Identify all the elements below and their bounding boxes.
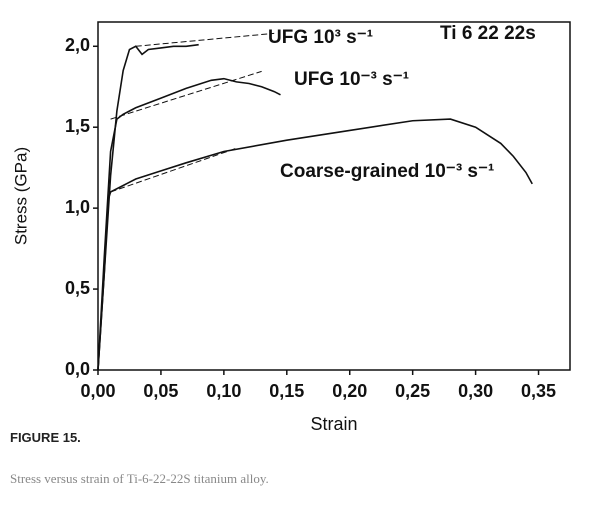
curve — [97, 118, 533, 371]
x-axis-label: Strain — [310, 414, 357, 430]
x-tick-label: 0,25 — [395, 381, 430, 401]
x-tick-label: 0,00 — [80, 381, 115, 401]
curve — [97, 77, 281, 371]
y-tick-label: 2,0 — [65, 35, 90, 55]
annotation: Ti 6 22 22s — [440, 23, 536, 44]
curve-label: UFG 10⁻³ s⁻¹ — [294, 69, 409, 90]
x-tick-label: 0,20 — [332, 381, 367, 401]
x-tick-label: 0,35 — [521, 381, 556, 401]
curve-label: Coarse-grained 10⁻³ s⁻¹ — [280, 161, 494, 182]
y-tick-label: 0,5 — [65, 278, 90, 298]
y-tick-label: 0,0 — [65, 359, 90, 379]
figure-label: FIGURE 15. — [10, 430, 81, 445]
fit-line — [110, 70, 262, 120]
fit-line — [110, 147, 237, 193]
fit-line — [135, 32, 275, 47]
curve — [97, 43, 199, 371]
x-tick-label: 0,10 — [206, 381, 241, 401]
y-tick-label: 1,0 — [65, 197, 90, 217]
y-tick-label: 1,5 — [65, 116, 90, 136]
x-tick-label: 0,05 — [143, 381, 178, 401]
figure-caption: Stress versus strain of Ti-6-22-22S tita… — [10, 471, 269, 486]
curve-label: UFG 10³ s⁻¹ — [268, 27, 373, 48]
chart: Ti 6 22 22s Strain Stress (GPa) 0,00 0,05… — [11, 21, 571, 430]
x-tick-label: 0,30 — [458, 381, 493, 401]
x-tick-label: 0,15 — [269, 381, 304, 401]
y-axis-label: Stress (GPa) — [11, 147, 30, 245]
plot-frame — [97, 21, 571, 371]
